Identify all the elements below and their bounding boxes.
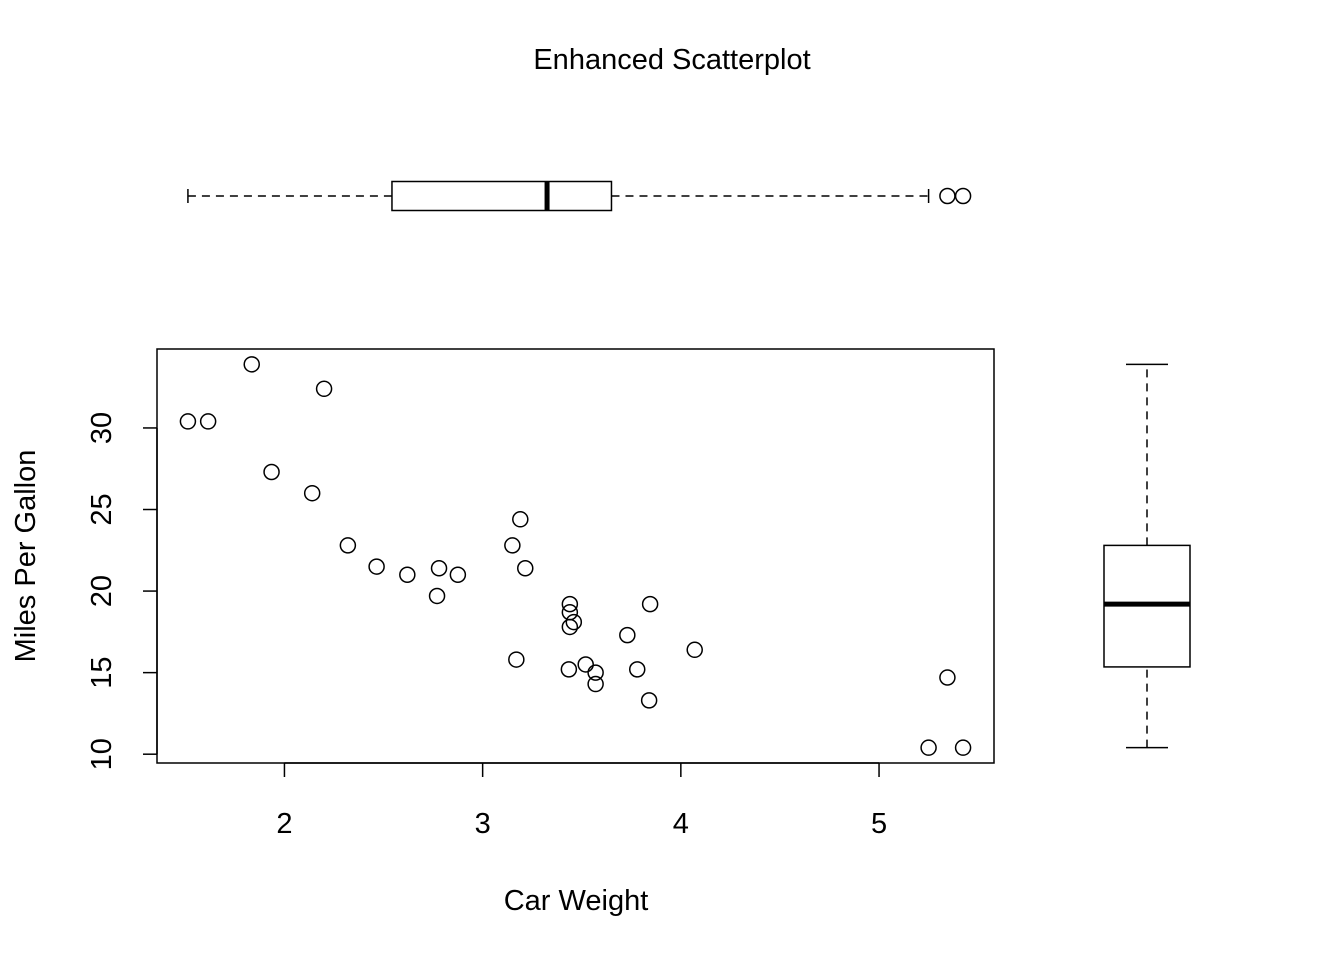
data-point — [628, 661, 646, 678]
x-axis-label: Car Weight — [504, 885, 649, 917]
plot-frame — [156, 348, 995, 764]
data-point — [587, 664, 604, 681]
y-tick-label: 20 — [86, 575, 118, 607]
data-point — [508, 651, 525, 668]
data-point — [199, 413, 217, 430]
y-boxplot — [1103, 363, 1191, 749]
y-tick-label: 25 — [86, 493, 118, 525]
data-point — [561, 618, 579, 636]
y-tick-label: 10 — [86, 738, 118, 770]
outlier-point — [954, 187, 972, 205]
outlier-point — [939, 187, 956, 205]
data-point — [179, 413, 197, 430]
data-point — [339, 537, 357, 554]
x-tick-label: 5 — [871, 808, 887, 840]
data-point — [565, 613, 583, 631]
data-point — [315, 380, 333, 398]
data-point — [920, 739, 937, 756]
x-boxplot — [187, 180, 972, 212]
data-point — [512, 511, 529, 528]
data-point — [303, 484, 321, 502]
data-point — [587, 675, 604, 693]
data-point — [243, 356, 260, 373]
data-point — [954, 739, 972, 756]
data-point — [619, 626, 636, 644]
y-tick-label: 15 — [86, 656, 118, 688]
data-point — [641, 595, 659, 613]
y-axis-label: Miles Per Gallon — [10, 450, 42, 663]
data-point — [686, 641, 703, 659]
data-point — [560, 661, 578, 678]
x-tick-label: 3 — [475, 808, 491, 840]
y-tick-label: 30 — [86, 412, 118, 444]
data-point — [939, 669, 956, 686]
data-point — [263, 463, 280, 481]
chart-title: Enhanced Scatterplot — [533, 44, 810, 76]
data-point — [577, 656, 594, 673]
data-point — [368, 558, 385, 575]
data-point — [449, 566, 467, 584]
x-tick-label: 4 — [673, 808, 689, 840]
data-point — [504, 537, 521, 554]
data-point — [430, 559, 448, 577]
data-point — [517, 559, 534, 577]
data-point — [399, 566, 416, 584]
x-tick-label: 2 — [276, 808, 292, 840]
data-point — [640, 692, 658, 709]
data-point — [428, 587, 446, 605]
box — [391, 180, 613, 212]
data-point — [561, 595, 579, 613]
